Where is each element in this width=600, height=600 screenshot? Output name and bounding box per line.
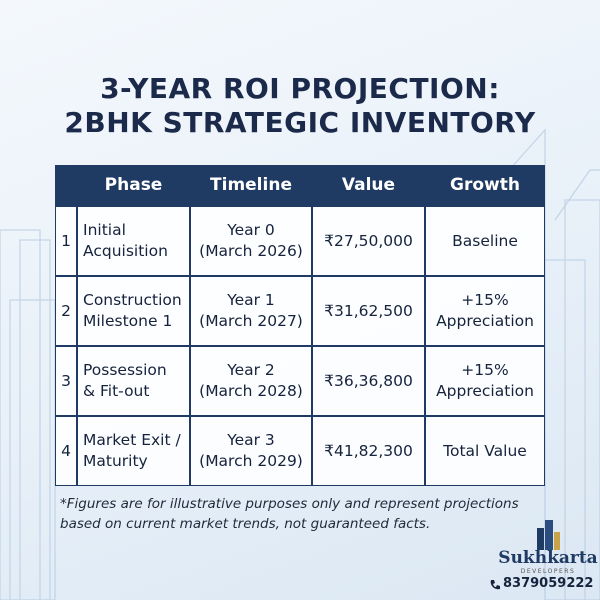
cell: Initial Acquisition [77, 206, 190, 276]
cell-text: Growth [450, 175, 520, 195]
row-number: 2 [55, 276, 77, 346]
cell-text: Phase [104, 175, 163, 195]
cell: Year 3 (March 2029) [190, 416, 312, 486]
cell-text: & Fit-out [83, 382, 150, 400]
cell-text: Initial [83, 221, 126, 239]
cell: Market Exit / Maturity [77, 416, 190, 486]
cell-text: (March 2027) [199, 312, 303, 330]
title-line: 3-YEAR ROI PROJECTION: [100, 72, 500, 105]
title-line: 2BHK STRATEGIC INVENTORY [64, 106, 536, 139]
cell: +15% Appreciation [425, 346, 545, 416]
row-number: 3 [55, 346, 77, 416]
cell-text: ₹27,50,000 [324, 231, 413, 250]
brand-tagline: DEVELOPERS [520, 568, 576, 575]
cell: Year 2 (March 2028) [190, 346, 312, 416]
header-cell: Growth [425, 165, 545, 206]
cell: Year 1 (March 2027) [190, 276, 312, 346]
cell: ₹41,82,300 [312, 416, 425, 486]
cell-text: (March 2028) [199, 382, 303, 400]
cell-text: Total Value [443, 441, 527, 460]
cell: Construction Milestone 1 [77, 276, 190, 346]
cell-text: Acquisition [83, 242, 168, 260]
footnote: based on current market trends, not guar… [60, 516, 431, 532]
row-number: 1 [55, 206, 77, 276]
cell-text: Appreciation [436, 312, 534, 330]
cell: Baseline [425, 206, 545, 276]
cell: +15% Appreciation [425, 276, 545, 346]
header-cell: Phase [77, 165, 190, 206]
cell-text: 1 [61, 231, 71, 250]
cell-text: 2 [61, 301, 71, 320]
cell-text: (March 2026) [199, 242, 303, 260]
cell-text: ₹31,62,500 [324, 301, 413, 320]
cell-text: +15% [461, 291, 509, 309]
cell: ₹31,62,500 [312, 276, 425, 346]
cell-text: ₹41,82,300 [324, 441, 413, 460]
cell-text: 3 [61, 371, 71, 390]
logo-icon [537, 520, 560, 550]
cell: Year 0 (March 2026) [190, 206, 312, 276]
cell: Total Value [425, 416, 545, 486]
brand-phone[interactable]: 8379059222 [503, 576, 594, 591]
cell-text: Year 2 [227, 361, 275, 379]
header-cell: Timeline [190, 165, 312, 206]
cell-text: Appreciation [436, 382, 534, 400]
cell-text: Market Exit / [83, 431, 181, 449]
cell-text: +15% [461, 361, 509, 379]
cell: Possession & Fit-out [77, 346, 190, 416]
cell: ₹36,36,800 [312, 346, 425, 416]
brand-name: Sukhkarta [498, 548, 598, 568]
cell-text: Maturity [83, 452, 148, 470]
cell-text: Value [341, 175, 396, 195]
footnote: *Figures are for illustrative purposes o… [60, 496, 519, 512]
row-number: 4 [55, 416, 77, 486]
phone-icon [490, 580, 500, 590]
header-cell: Value [312, 165, 425, 206]
cell-text: Year 3 [227, 431, 275, 449]
cell-text: Year 0 [227, 221, 275, 239]
cell-text: Timeline [210, 175, 292, 195]
cell-text: Milestone 1 [83, 312, 173, 330]
cell-text: ₹36,36,800 [324, 371, 413, 390]
header-cell [55, 165, 77, 206]
cell-text: Construction [83, 291, 182, 309]
cell-text: Year 1 [227, 291, 275, 309]
cell-text: Possession [83, 361, 167, 379]
cell: ₹27,50,000 [312, 206, 425, 276]
cell-text: (March 2029) [199, 452, 303, 470]
cell-text: Baseline [452, 231, 518, 250]
cell-text: 4 [61, 441, 71, 460]
